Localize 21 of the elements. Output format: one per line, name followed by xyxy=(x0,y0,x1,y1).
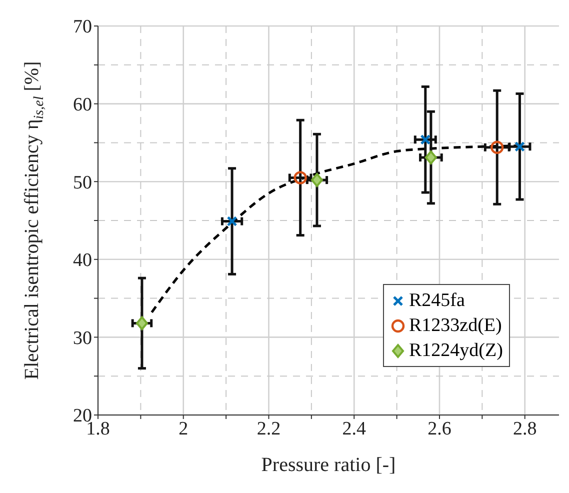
x-axis-title: Pressure ratio [-] xyxy=(261,454,396,476)
point xyxy=(490,140,504,154)
line-series xyxy=(150,144,518,314)
x-tick-label: 2.8 xyxy=(512,418,537,440)
x-tick-label: 2.6 xyxy=(428,418,452,440)
point xyxy=(136,316,148,330)
y-tick-label: 60 xyxy=(73,94,92,116)
x-tick-label: 2.2 xyxy=(256,418,281,440)
y-tick-label: 30 xyxy=(73,328,92,349)
legend-label: R1233zd(E) xyxy=(409,314,502,338)
y-tick-label: 40 xyxy=(73,250,92,272)
point xyxy=(420,134,431,145)
y-tick-label: 50 xyxy=(73,172,92,194)
legend-label: R245fa xyxy=(409,289,465,313)
legend-label: R1224yd(Z) xyxy=(409,339,503,363)
point xyxy=(424,150,437,164)
point xyxy=(514,141,525,152)
x-tick-label: 2 xyxy=(178,418,188,440)
x-tick-label: 2.4 xyxy=(342,418,366,440)
point xyxy=(226,216,238,227)
y-tick-label: 70 xyxy=(73,16,92,38)
